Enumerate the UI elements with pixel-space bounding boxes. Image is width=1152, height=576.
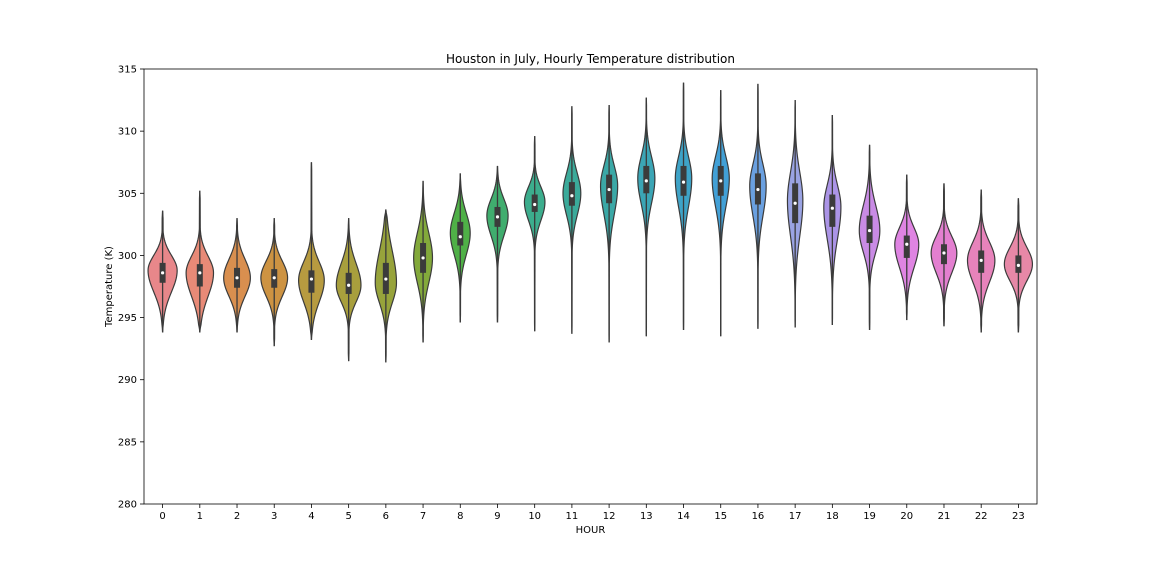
- violin-median: [719, 179, 723, 183]
- x-tick-label: 17: [789, 511, 802, 522]
- y-tick-label: 305: [118, 189, 137, 200]
- violin-median: [309, 277, 314, 281]
- y-axis-title: Temperature (K): [104, 246, 115, 328]
- violin-hour-2: [223, 218, 251, 333]
- violin-median: [681, 180, 686, 184]
- violin-hour-22: [966, 189, 996, 333]
- x-tick-label: 0: [159, 511, 165, 522]
- violin-hour-10: [523, 136, 546, 332]
- x-tick-label: 12: [603, 511, 616, 522]
- violin-hour-19: [858, 144, 881, 331]
- y-tick-label: 285: [118, 437, 137, 448]
- x-tick-label: 15: [714, 511, 727, 522]
- x-tick-label: 3: [271, 511, 277, 522]
- y-tick-label: 280: [118, 500, 137, 511]
- violin-iqr-box: [903, 235, 910, 258]
- x-tick-label: 5: [345, 511, 351, 522]
- violin-median: [421, 256, 425, 260]
- x-tick-label: 16: [752, 511, 765, 522]
- x-tick-label: 7: [420, 511, 426, 522]
- violin-median: [198, 271, 202, 275]
- violin-iqr-box: [457, 221, 464, 246]
- plot-frame: [143, 68, 1038, 505]
- y-tick-label: 315: [118, 65, 137, 76]
- violin-median: [570, 194, 574, 198]
- violin-median: [533, 202, 537, 207]
- violin-median: [644, 179, 648, 183]
- violin-group: [147, 82, 1034, 363]
- violin-median: [161, 271, 165, 275]
- violin-median: [495, 215, 500, 219]
- violin-hour-23: [1003, 198, 1034, 333]
- violin-median: [905, 242, 909, 246]
- chart-title: Houston in July, Hourly Temperature dist…: [446, 52, 735, 66]
- violin-hour-18: [823, 114, 842, 326]
- violin-iqr-box: [308, 270, 315, 293]
- x-tick-label: 21: [938, 511, 951, 522]
- violin-iqr-box: [829, 194, 836, 227]
- x-tick-label: 8: [457, 511, 463, 522]
- y-tick-label: 300: [118, 251, 137, 262]
- x-axis: 0 1 2 3 4 5 6 7 8 9 10 11 12 13 14 15 16 17 18 19 20 21 22 23: [159, 504, 1025, 522]
- violin-hour-17: [786, 100, 804, 328]
- violin-hour-16: [749, 83, 767, 329]
- x-tick-label: 11: [566, 511, 579, 522]
- violin-hour-1: [185, 190, 215, 333]
- violin-hour-15: [711, 90, 730, 337]
- x-tick-label: 1: [197, 511, 203, 522]
- x-tick-label: 9: [494, 511, 500, 522]
- violin-median: [1016, 263, 1020, 267]
- violin-median: [793, 201, 797, 205]
- x-tick-label: 6: [383, 511, 389, 522]
- violin-median: [830, 206, 834, 210]
- violin-median: [867, 228, 872, 233]
- violin-median: [607, 187, 611, 192]
- violin-median: [458, 235, 462, 239]
- violin-median: [347, 283, 351, 287]
- violin-median: [756, 187, 760, 192]
- violin-hour-20: [894, 174, 920, 321]
- violin-iqr-box: [345, 272, 352, 294]
- violin-hour-5: [335, 218, 362, 362]
- violin-hour-21: [930, 183, 958, 327]
- violin-hour-11: [562, 106, 582, 334]
- violin-hour-3: [260, 218, 289, 347]
- y-tick-label: 310: [118, 127, 137, 138]
- violin-hour-14: [674, 82, 693, 331]
- violin-hour-12: [599, 105, 619, 343]
- x-tick-label: 2: [234, 511, 240, 522]
- violin-hour-6: [374, 209, 398, 363]
- violin-hour-0: [147, 210, 178, 333]
- violin-median: [979, 258, 983, 262]
- violin-hour-7: [413, 180, 434, 343]
- violin-hour-8: [449, 173, 471, 323]
- x-tick-label: 20: [900, 511, 913, 522]
- x-tick-label: 23: [1012, 511, 1025, 522]
- y-axis: 280 285 290 295 300 305 310 315: [118, 65, 144, 511]
- violin-hour-13: [637, 97, 656, 337]
- violin-median: [942, 251, 946, 255]
- y-tick-label: 295: [118, 313, 137, 324]
- violin-hour-9: [486, 165, 509, 323]
- violin-iqr-box: [196, 264, 203, 287]
- x-tick-label: 18: [826, 511, 839, 522]
- x-tick-label: 10: [528, 511, 541, 522]
- violin-median: [235, 276, 239, 280]
- x-axis-title: HOUR: [576, 525, 606, 536]
- x-tick-label: 13: [640, 511, 653, 522]
- x-tick-label: 19: [863, 511, 876, 522]
- violin-hour-4: [297, 162, 325, 340]
- violin-iqr-box: [568, 182, 575, 206]
- x-tick-label: 14: [677, 511, 690, 522]
- x-tick-label: 4: [308, 511, 314, 522]
- violin-median: [272, 276, 276, 280]
- y-tick-label: 290: [118, 375, 137, 386]
- violin-median: [384, 277, 388, 281]
- x-tick-label: 22: [975, 511, 988, 522]
